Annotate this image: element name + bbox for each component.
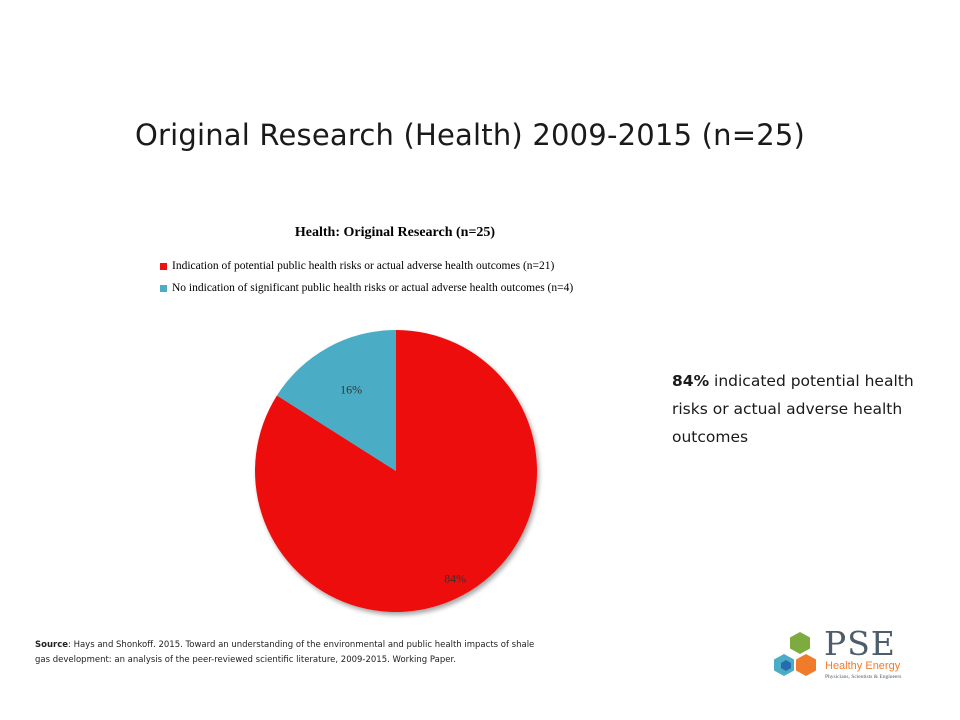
chart-title: Health: Original Research (n=25) [294, 225, 496, 240]
source-citation: Source: Hays and Shonkoff. 2015. Toward … [35, 638, 535, 668]
legend-item-no-risk: No indication of significant public heal… [160, 277, 573, 299]
legend-swatch-no-risk [160, 284, 167, 292]
logo-name: PSE [824, 624, 896, 663]
callout-highlight: 84% [672, 372, 710, 390]
callout-body: indicated potential health risks or actu… [672, 372, 914, 446]
pie-slice-no-risk [276, 330, 396, 471]
legend-label-risk: Indication of potential public health ri… [172, 260, 555, 272]
pie-label-no-risk: 16% [340, 382, 362, 396]
legend-label-no-risk: No indication of significant public heal… [172, 282, 574, 294]
hexagon-logo-icon [774, 632, 816, 676]
legend-item-risk: Indication of potential public health ri… [160, 255, 573, 277]
legend-swatch-risk [160, 262, 167, 270]
source-label: Source [35, 640, 69, 650]
callout-text: 84% indicated potential health risks or … [672, 367, 932, 451]
logo-subtitle: Healthy Energy [825, 660, 901, 672]
pse-logo: PSE Healthy Energy Physicians, Scientist… [770, 624, 920, 690]
slide-title: Original Research (Health) 2009-2015 (n=… [134, 118, 806, 152]
pie-label-risk: 84% [444, 571, 466, 585]
pie-chart: 84% 16% [255, 330, 537, 612]
chart-legend: Indication of potential public health ri… [160, 255, 573, 299]
source-text: : Hays and Shonkoff. 2015. Toward an und… [35, 640, 535, 665]
logo-tagline: Physicians, Scientists & Engineers [825, 674, 902, 680]
